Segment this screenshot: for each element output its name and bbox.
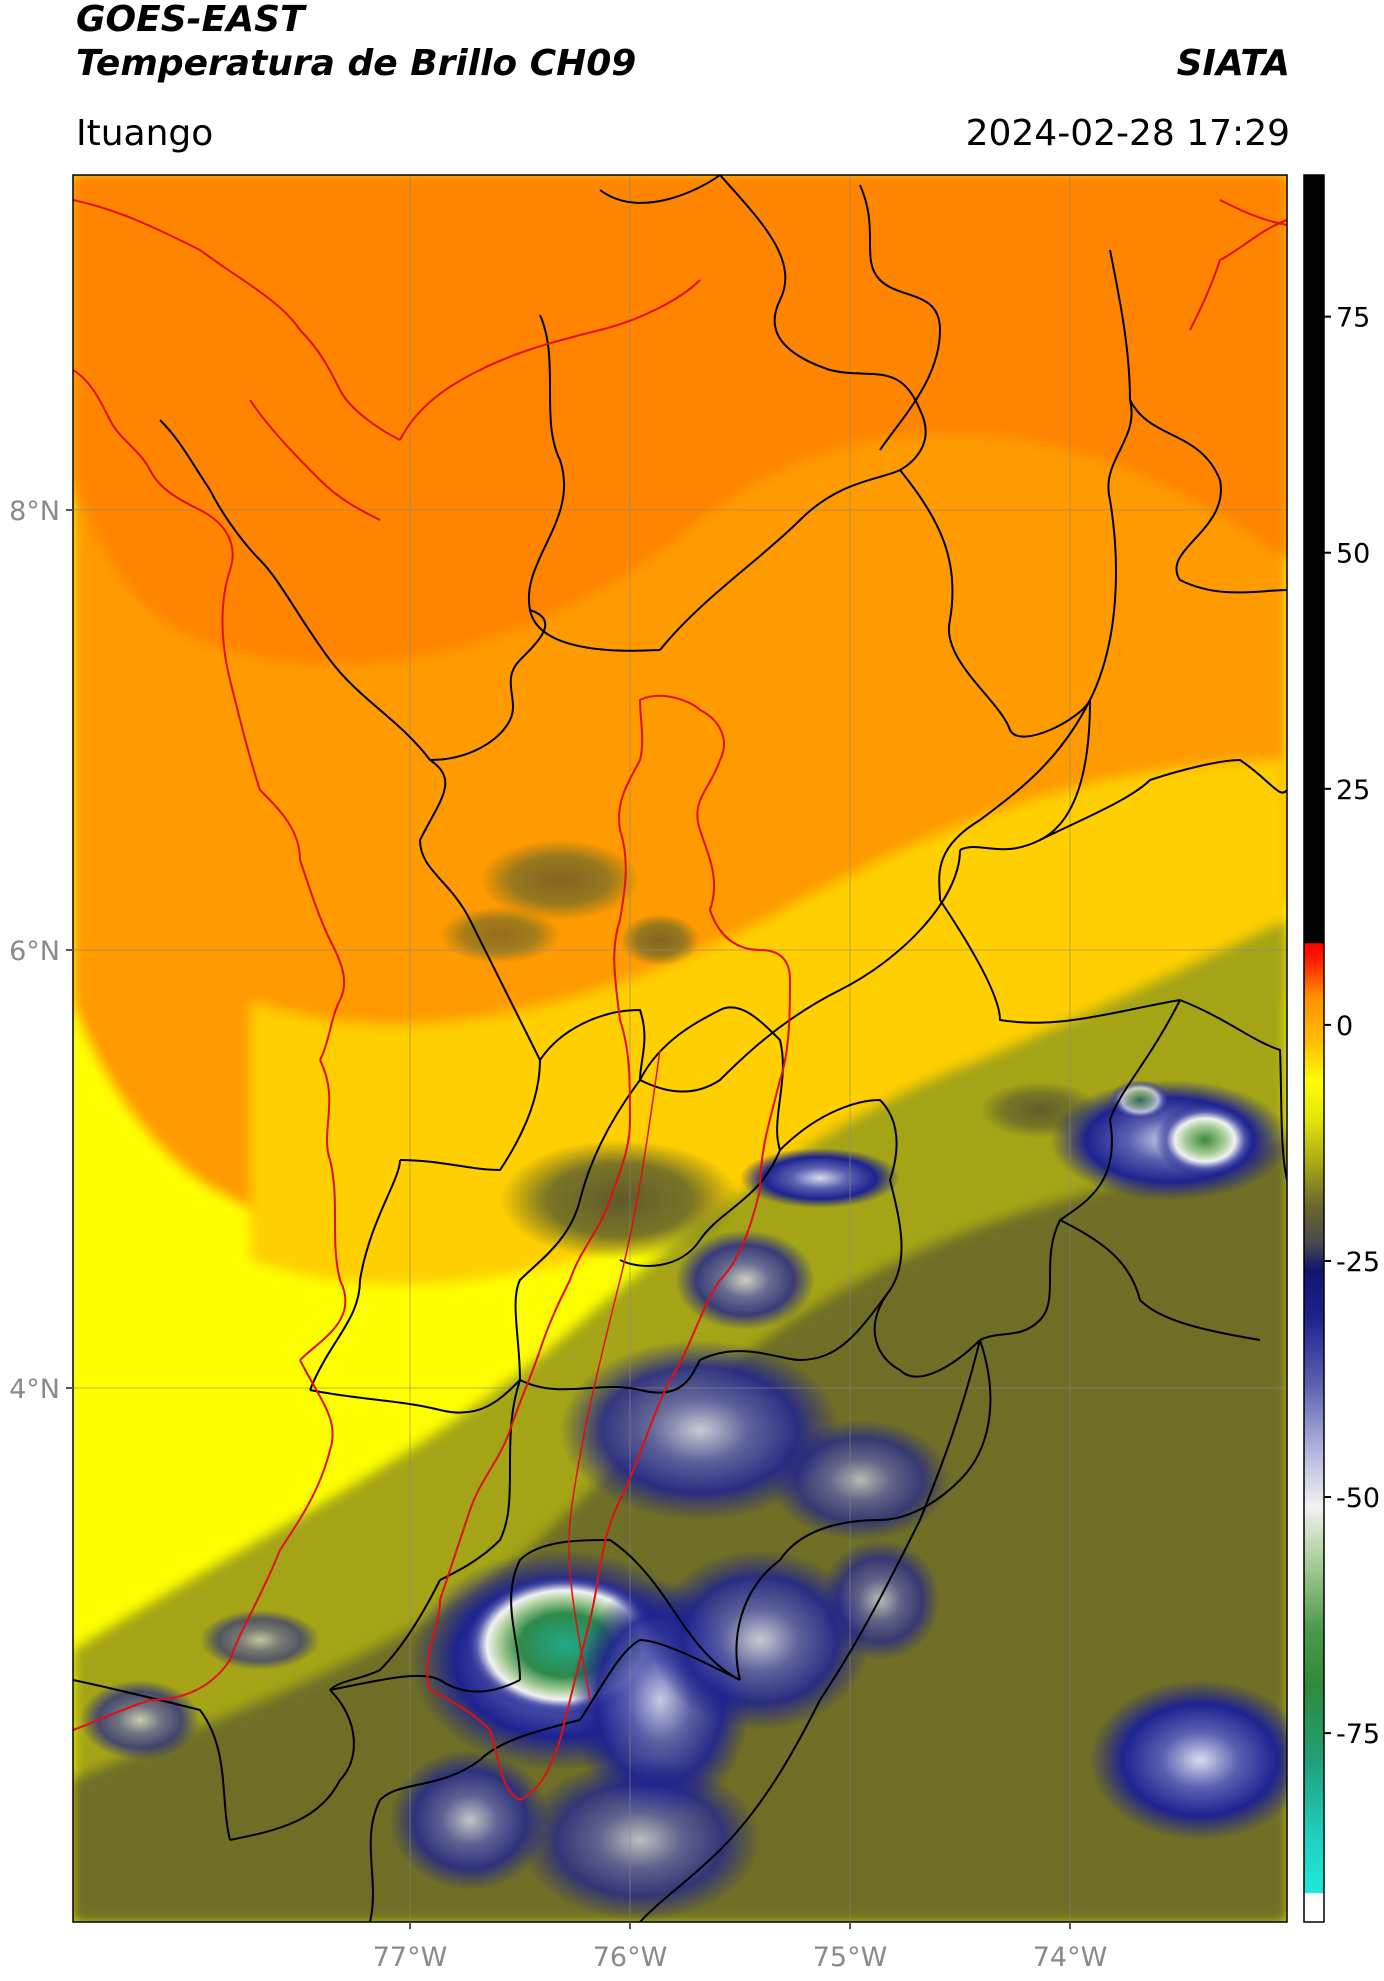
- colorbar-tick-label: -75: [1336, 1719, 1380, 1750]
- lon-tick-label: 76°W: [593, 1942, 668, 1973]
- lat-tick-label: 4°N: [9, 1374, 60, 1405]
- deep-orange-region: [73, 175, 1287, 664]
- lat-axis: [66, 509, 73, 1389]
- basin-inner-outline: [568, 1049, 661, 1701]
- colorbar-frame: [1303, 174, 1325, 1923]
- coastline: [73, 199, 1287, 1731]
- lon-axis: [409, 1922, 1071, 1929]
- lon-tick-label: 74°W: [1033, 1942, 1108, 1973]
- colorbar: 75 50 25 0 -25 -50 -75: [1303, 174, 1380, 1923]
- basin-outline: [426, 694, 791, 1801]
- lon-tick-label: 77°W: [373, 1942, 448, 1973]
- product-title: Temperatura de Brillo CH09: [76, 43, 637, 84]
- map-panel: [73, 175, 1287, 1922]
- colorbar-tick-label: -50: [1336, 1483, 1380, 1514]
- lon-tick-label: 75°W: [813, 1942, 888, 1973]
- colorbar-tick-label: 25: [1336, 775, 1370, 806]
- lat-tick-label: 6°N: [9, 936, 60, 967]
- map-frame: [72, 174, 1288, 1923]
- lat-tick-label: 8°N: [9, 496, 60, 527]
- colorbar-tick-label: 0: [1336, 1011, 1353, 1042]
- colorbar-tick-label: 50: [1336, 539, 1370, 570]
- colorbar-tick-label: -25: [1336, 1247, 1380, 1278]
- colorbar-tick-label: 75: [1336, 303, 1370, 334]
- location-label: Ituango: [76, 113, 214, 154]
- organization-label: SIATA: [1176, 43, 1290, 84]
- datetime-label: 2024-02-28 17:29: [965, 113, 1290, 154]
- satellite-title: GOES-EAST: [76, 0, 305, 40]
- yellow-band: [250, 760, 1287, 1285]
- colorbar-gradient: [1304, 175, 1324, 1922]
- cloud-dark-olive-region: [73, 1140, 1287, 1922]
